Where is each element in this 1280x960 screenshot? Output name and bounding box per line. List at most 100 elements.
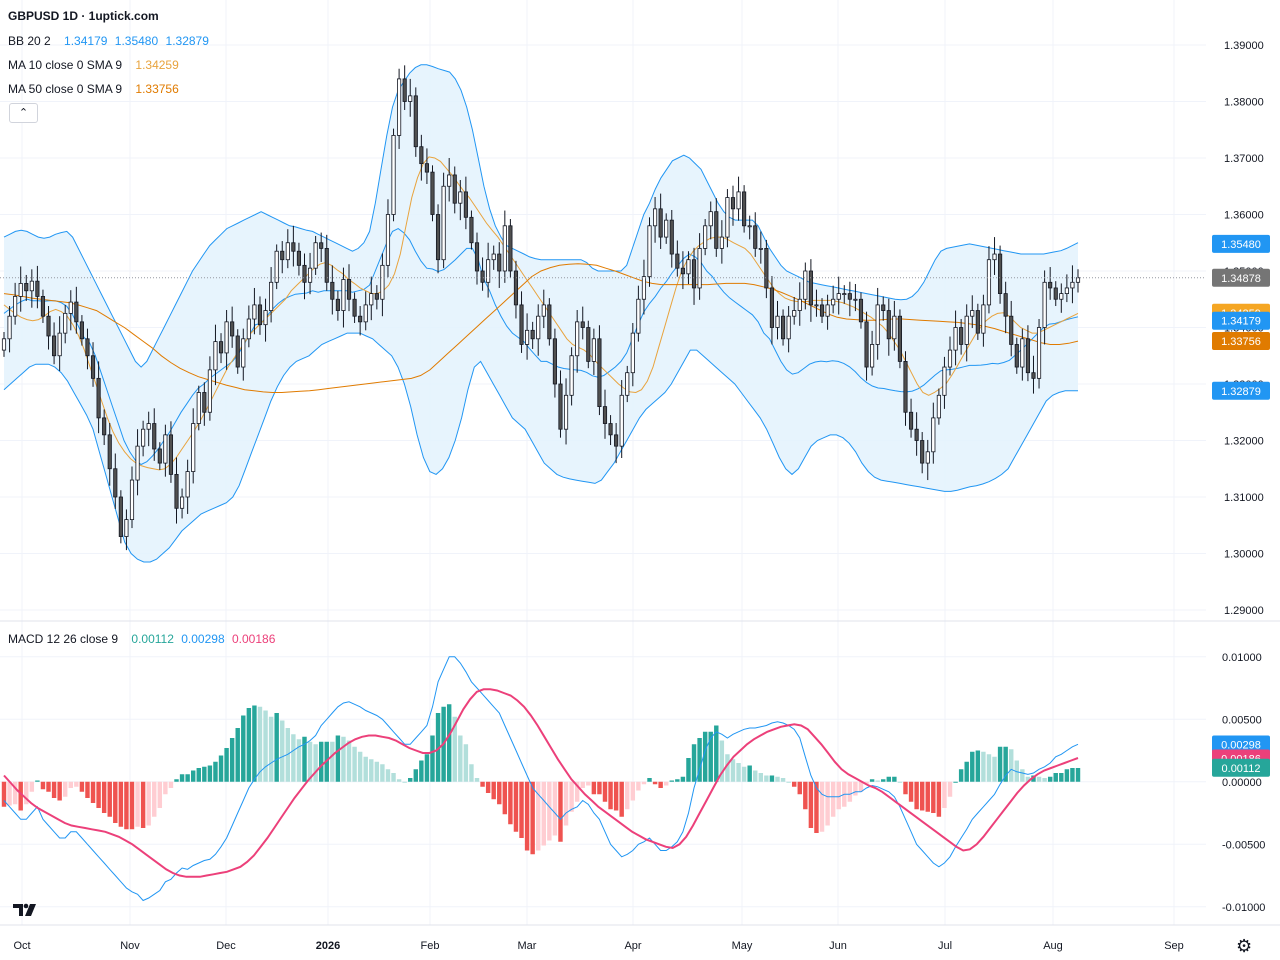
- price-tick-label-2: 1.37000: [1224, 153, 1264, 165]
- macd-hist-bar-72: [402, 781, 407, 783]
- macd-hist-bar-144: [803, 781, 808, 810]
- macd-hist-bar-134: [747, 765, 752, 782]
- macd-hist-bar-3: [18, 781, 23, 811]
- candle-body-64: [358, 315, 363, 323]
- candle-body-63: [352, 298, 357, 317]
- candle-body-29: [163, 434, 168, 464]
- candle-body-148: [825, 304, 830, 317]
- bb-legend[interactable]: BB 20 2 1.34179 1.35480 1.32879: [8, 34, 213, 48]
- candle-body-107: [597, 338, 602, 407]
- macd-hist-bar-46: [257, 706, 263, 782]
- candle-body-145: [808, 270, 813, 306]
- candle-body-73: [408, 95, 413, 102]
- macd-hist-bar-168: [936, 781, 942, 817]
- macd-hist-bar-117: [652, 781, 658, 785]
- macd-hist-bar-139: [775, 776, 780, 782]
- macd-hist-bar-109: [608, 781, 613, 810]
- candle-body-114: [636, 298, 641, 334]
- macd-hist-bar-32: [179, 774, 185, 782]
- macd-hist-bar-152: [847, 781, 853, 802]
- bb-legend-label: BB 20 2: [8, 34, 51, 48]
- price-label-3-bg: [1212, 311, 1270, 330]
- price-tick-label-7: 1.32000: [1224, 436, 1264, 448]
- macd-hist-bar-153: [853, 781, 858, 796]
- macd-hist-bar-174: [970, 751, 975, 782]
- macd-hist-bar-188: [1047, 776, 1053, 782]
- candle-body-75: [419, 146, 424, 165]
- price-label-1: 1.34878: [1221, 273, 1261, 285]
- macd-hist-bar-68: [380, 764, 385, 782]
- macd-hist-bar-37: [207, 765, 213, 782]
- candle-body-180: [1003, 293, 1008, 317]
- macd-hist-bar-97: [541, 781, 546, 846]
- macd-hist-bar-71: [396, 779, 402, 782]
- macd-hist-bar-9: [51, 781, 57, 798]
- macd-hist-bar-115: [641, 781, 647, 785]
- candle-body-60: [335, 298, 340, 311]
- gear-icon[interactable]: ⚙: [1236, 936, 1253, 956]
- macd-hist-bar-0: [1, 781, 7, 807]
- candle-body-189: [1053, 287, 1058, 300]
- macd-hist-bar-119: [663, 781, 669, 786]
- candle-body-173: [964, 315, 969, 345]
- candle-body-187: [1042, 281, 1047, 328]
- candle-body-33: [185, 471, 190, 498]
- candle-body-91: [508, 225, 513, 272]
- macd-legend[interactable]: MACD 12 26 close 9 0.00112 0.00298 0.001…: [8, 632, 279, 646]
- macd-hist-bar-180: [1003, 746, 1008, 782]
- candle-body-113: [630, 332, 635, 374]
- macd-hist-bar-48: [268, 716, 274, 782]
- candle-body-132: [736, 191, 741, 210]
- macd-hist-bar-106: [591, 781, 597, 795]
- candle-body-14: [79, 321, 84, 340]
- candle-body-68: [380, 264, 385, 300]
- candle-body-42: [235, 335, 240, 368]
- candle-body-65: [363, 304, 368, 323]
- candle-body-177: [986, 259, 992, 306]
- macd-hist-bar-87: [485, 781, 491, 793]
- candle-body-95: [530, 329, 535, 340]
- candle-body-192: [1070, 281, 1075, 289]
- macd-hist-bar-147: [819, 781, 825, 832]
- macd-hist-bar-82: [458, 735, 463, 782]
- macd-hist-bar-28: [157, 781, 163, 808]
- macd-hist-bar-55: [307, 741, 313, 782]
- candle-body-105: [586, 327, 591, 362]
- candle-body-28: [157, 448, 162, 464]
- candle-body-7: [40, 296, 46, 317]
- macd-hist-bar-155: [864, 781, 869, 785]
- macd-line-value: 0.00298: [181, 632, 225, 646]
- candle-body-77: [430, 171, 435, 215]
- macd-hist-bar-178: [992, 756, 997, 782]
- candle-body-34: [191, 423, 196, 472]
- macd-hist-bar-154: [858, 781, 864, 792]
- macd-hist-bar-53: [296, 739, 302, 782]
- bb-lower-line: [3, 332, 1078, 563]
- candle-body-174: [970, 310, 975, 317]
- macd-hist-bar-100: [558, 781, 563, 842]
- macd-tick-label-1: 0.00500: [1222, 714, 1262, 726]
- ma10-legend[interactable]: MA 10 close 0 SMA 9 1.34259: [8, 58, 183, 72]
- candle-body-82: [458, 191, 463, 204]
- candle-body-121: [675, 253, 680, 269]
- collapse-legend-button[interactable]: ⌃: [9, 103, 38, 123]
- macd-hist-bar-40: [224, 748, 229, 782]
- macd-hist-bar-175: [975, 750, 981, 782]
- macd-hist-bar-127: [708, 731, 713, 782]
- macd-hist-bar-124: [691, 744, 697, 782]
- macd-hist-bar-173: [964, 761, 969, 782]
- macd-tick-label-0: 0.01000: [1222, 652, 1262, 664]
- ma50-legend[interactable]: MA 50 close 0 SMA 9 1.33756: [8, 82, 183, 96]
- macd-hist-bar-142: [791, 781, 797, 787]
- macd-hist-bar-96: [536, 781, 541, 851]
- candle-body-130: [725, 197, 730, 238]
- candle-body-67: [374, 293, 379, 300]
- candle-body-166: [925, 451, 930, 464]
- macd-hist-bar-132: [736, 763, 741, 782]
- macd-hist-bar-121: [675, 779, 680, 782]
- time-tick-label-7: May: [732, 940, 753, 952]
- macd-hist-bar-146: [814, 781, 819, 833]
- tradingview-logo-icon[interactable]: [12, 900, 38, 920]
- macd-hist-bar-84: [469, 764, 474, 782]
